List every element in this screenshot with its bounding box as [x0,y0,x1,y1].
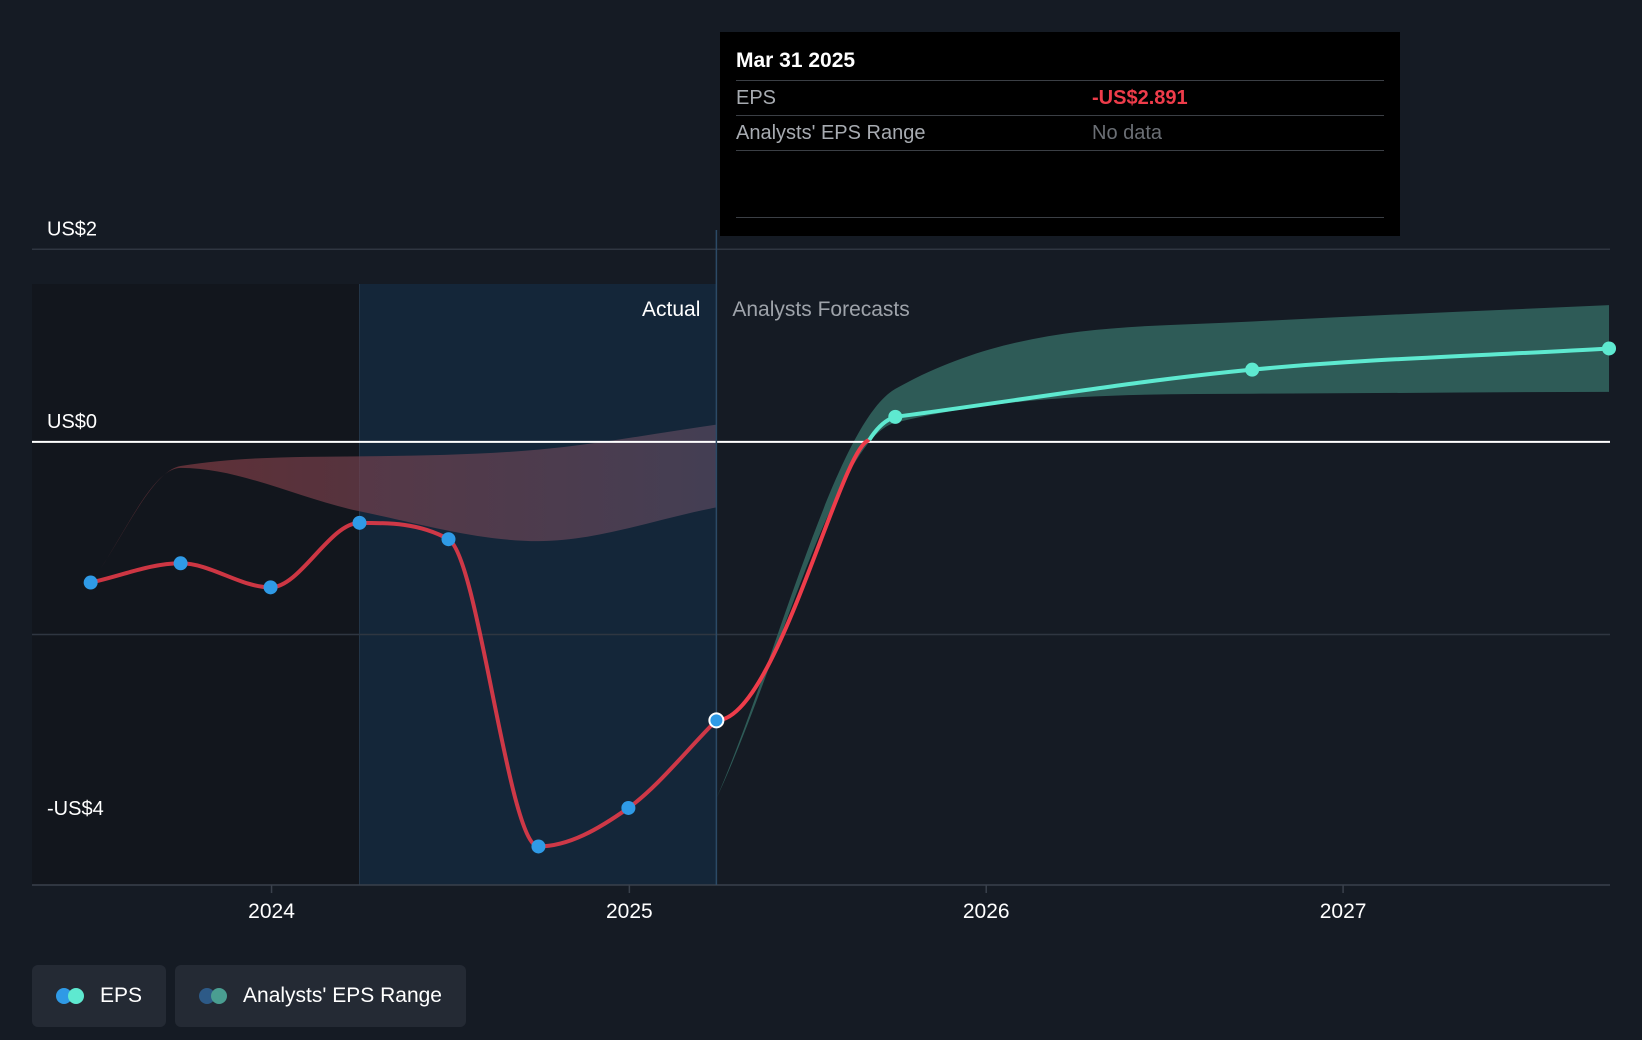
eps-forecast-point [1602,341,1617,356]
y-tick-label: -US$4 [47,798,104,820]
eps-point [441,532,456,547]
y-tick-label: US$0 [47,411,97,433]
eps-forecast-point [1245,362,1260,377]
y-tick-label: US$2 [47,218,97,240]
eps-range-band-past [90,424,717,583]
actual-label: Actual [642,298,700,321]
eps-point [621,800,636,815]
eps-line-transition [716,437,871,723]
past-shade [32,284,360,885]
eps-point [263,580,278,595]
legend-eps[interactable]: EPS [32,965,167,1027]
tooltip-spacer [736,151,1384,218]
legend-eps-icon [56,988,86,1004]
legend-range-dot-forecast [211,988,228,1004]
x-tick-label: 2027 [1320,900,1367,923]
tooltip-date: Mar 31 2025 [736,46,1384,81]
highlight-region [359,284,717,885]
eps-point [83,575,98,590]
eps-point [531,839,546,854]
tooltip-range-label: Analysts' EPS Range [736,122,926,144]
forecast-label: Analysts Forecasts [732,298,909,321]
eps-forecast-point [888,409,903,424]
eps-point [173,556,188,571]
x-tick-label: 2025 [606,900,653,923]
legend: EPS Analysts' EPS Range [32,965,466,1027]
x-tick-label: 2024 [248,900,295,923]
tooltip: Mar 31 2025 EPS -US$2.891 Analysts' EPS … [720,32,1400,236]
tooltip-row-eps: EPS -US$2.891 [736,81,1384,116]
tooltip-eps-value: -US$2.891 [1092,87,1188,109]
tooltip-row-range: Analysts' EPS Range No data [736,116,1384,151]
eps-point-selected [708,712,725,729]
tooltip-eps-label: EPS [736,87,777,109]
legend-eps-dot-forecast [68,988,84,1004]
tooltip-range-value: No data [1092,122,1163,144]
legend-range[interactable]: Analysts' EPS Range [175,965,466,1027]
legend-range-icon [199,988,229,1004]
eps-point [352,515,367,530]
x-tick-label: 2026 [963,900,1010,923]
legend-eps-label: EPS [100,984,143,1007]
legend-range-label: Analysts' EPS Range [243,984,442,1007]
